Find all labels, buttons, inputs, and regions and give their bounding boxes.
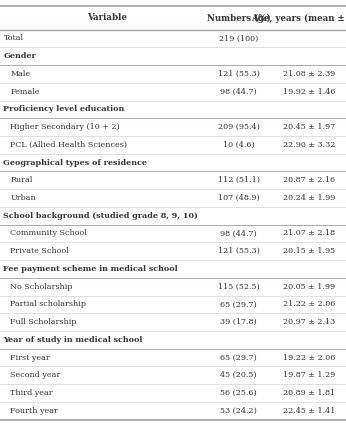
Text: 20.24 ± 1.99: 20.24 ± 1.99 (283, 194, 335, 202)
Text: Higher Secondary (10 + 2): Higher Secondary (10 + 2) (10, 123, 120, 131)
Text: Private School: Private School (10, 247, 69, 255)
Text: Fourth year: Fourth year (10, 407, 58, 415)
Text: 22.90 ± 3.32: 22.90 ± 3.32 (283, 141, 335, 149)
Text: School background (studied grade 8, 9, 10): School background (studied grade 8, 9, 1… (3, 212, 198, 220)
Text: 121 (55.3): 121 (55.3) (218, 70, 260, 78)
Text: Second year: Second year (10, 371, 61, 379)
Text: Full Scholarship: Full Scholarship (10, 318, 77, 326)
Text: Female: Female (10, 88, 40, 96)
Text: 19.87 ± 1.29: 19.87 ± 1.29 (283, 371, 335, 379)
Text: Community School: Community School (10, 229, 87, 237)
Text: Third year: Third year (10, 389, 53, 397)
Text: 10 (4.6): 10 (4.6) (223, 141, 255, 149)
Text: 20.15 ± 1.95: 20.15 ± 1.95 (283, 247, 335, 255)
Text: 45 (20.5): 45 (20.5) (220, 371, 257, 379)
Text: Gender: Gender (3, 52, 36, 60)
Text: 219 (100): 219 (100) (219, 34, 258, 42)
Text: Rural: Rural (10, 176, 33, 184)
Text: Fee payment scheme in medical school: Fee payment scheme in medical school (3, 265, 178, 273)
Text: 20.97 ± 2.13: 20.97 ± 2.13 (283, 318, 335, 326)
Text: Numbers (%): Numbers (%) (207, 14, 271, 22)
Text: Geographical types of residence: Geographical types of residence (3, 159, 147, 167)
Text: 20.45 ± 1.97: 20.45 ± 1.97 (283, 123, 335, 131)
Text: 98 (44.7): 98 (44.7) (220, 88, 257, 96)
Text: 121 (55.3): 121 (55.3) (218, 247, 260, 255)
Text: Proficiency level education: Proficiency level education (3, 105, 125, 113)
Text: 112 (51.1): 112 (51.1) (218, 176, 260, 184)
Text: 39 (17.8): 39 (17.8) (220, 318, 257, 326)
Text: Variable: Variable (87, 14, 127, 22)
Text: No Scholarship: No Scholarship (10, 283, 73, 291)
Text: 21.07 ± 2.18: 21.07 ± 2.18 (283, 229, 335, 237)
Text: 56 (25.6): 56 (25.6) (220, 389, 257, 397)
Text: Total: Total (3, 34, 24, 42)
Text: 53 (24.2): 53 (24.2) (220, 407, 257, 415)
Text: 21.08 ± 2.39: 21.08 ± 2.39 (283, 70, 335, 78)
Text: 107 (48.9): 107 (48.9) (218, 194, 260, 202)
Text: 65 (29.7): 65 (29.7) (220, 300, 257, 308)
Text: 21.22 ± 2.06: 21.22 ± 2.06 (283, 300, 335, 308)
Text: 115 (52.5): 115 (52.5) (218, 283, 260, 291)
Text: Age, years (mean ± SD): Age, years (mean ± SD) (252, 14, 346, 22)
Text: PCL (Allied Health Sciences): PCL (Allied Health Sciences) (10, 141, 128, 149)
Text: Urban: Urban (10, 194, 36, 202)
Text: 98 (44.7): 98 (44.7) (220, 229, 257, 237)
Text: Partial scholarship: Partial scholarship (10, 300, 86, 308)
Text: 20.87 ± 2.16: 20.87 ± 2.16 (283, 176, 335, 184)
Text: 20.05 ± 1.99: 20.05 ± 1.99 (283, 283, 335, 291)
Text: 19.92 ± 1.46: 19.92 ± 1.46 (283, 88, 335, 96)
Text: First year: First year (10, 354, 50, 362)
Text: 20.89 ± 1.81: 20.89 ± 1.81 (283, 389, 335, 397)
Text: 22.45 ± 1.41: 22.45 ± 1.41 (283, 407, 335, 415)
Text: 209 (95.4): 209 (95.4) (218, 123, 260, 131)
Text: 19.22 ± 2.06: 19.22 ± 2.06 (283, 354, 335, 362)
Text: 65 (29.7): 65 (29.7) (220, 354, 257, 362)
Text: Year of study in medical school: Year of study in medical school (3, 336, 143, 344)
Text: Male: Male (10, 70, 30, 78)
